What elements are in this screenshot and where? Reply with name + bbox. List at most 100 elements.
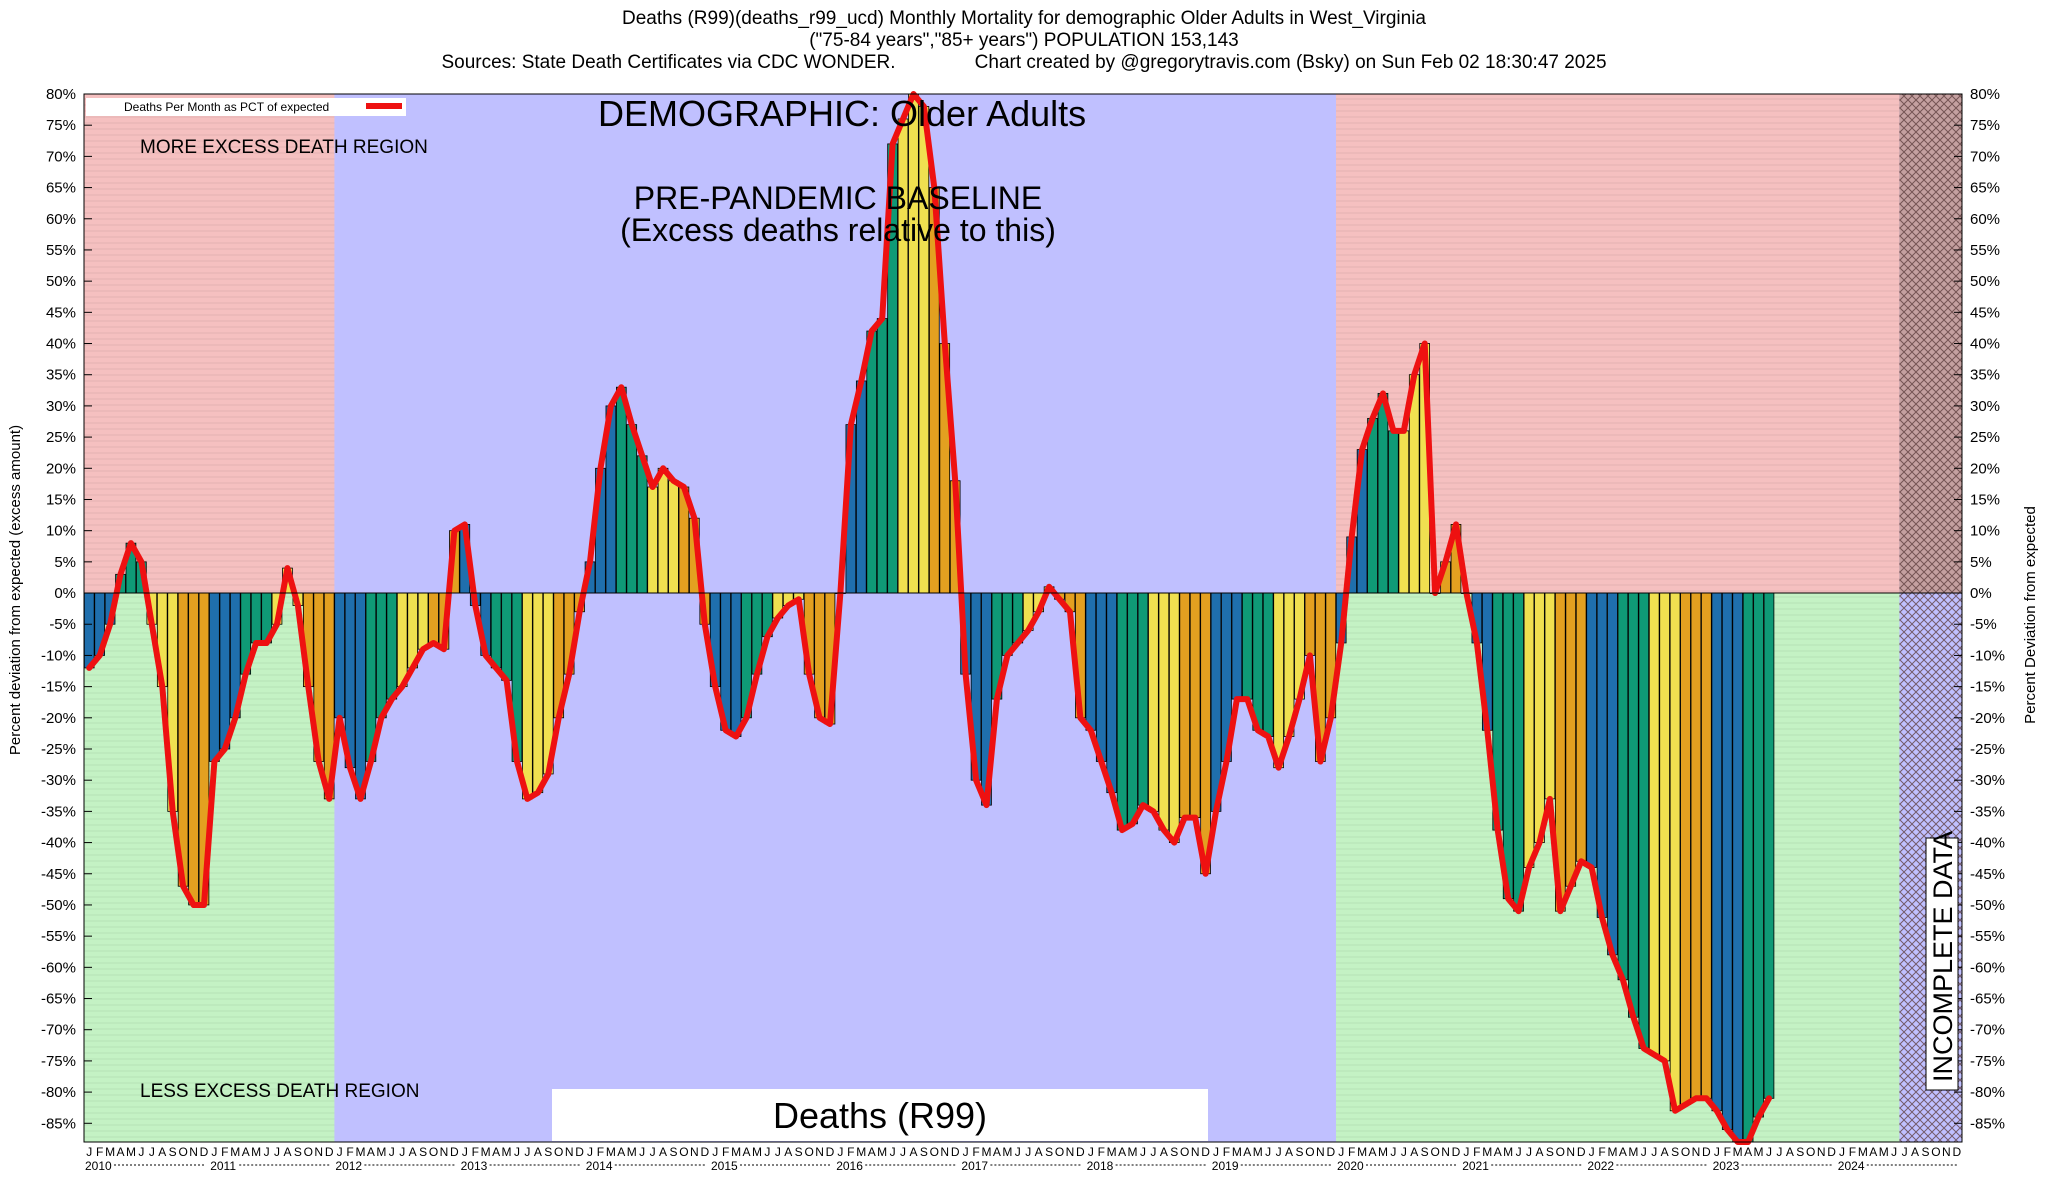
y-tick-label-right: -80% xyxy=(1970,1084,2005,1101)
y-tick-label-right: -85% xyxy=(1970,1115,2005,1132)
bar xyxy=(1273,592,1284,769)
y-tick-label-left: 10% xyxy=(46,523,76,540)
x-month-label: O xyxy=(429,1145,438,1159)
x-month-label: J xyxy=(837,1145,843,1159)
y-tick-label-right: -70% xyxy=(1970,1022,2005,1039)
x-month-label: F xyxy=(96,1145,103,1159)
x-month-label: J xyxy=(399,1145,405,1159)
x-month-label: N xyxy=(565,1145,574,1159)
x-month-label: J xyxy=(764,1145,770,1159)
y-tick-label-right: -60% xyxy=(1970,959,2005,976)
x-month-label: J xyxy=(1839,1145,1845,1159)
x-month-label: A xyxy=(617,1145,625,1159)
bar xyxy=(522,592,533,800)
x-month-label: A xyxy=(534,1145,542,1159)
x-month-label: J xyxy=(890,1145,896,1159)
bar xyxy=(1002,592,1013,656)
y-tick-label-left: -45% xyxy=(41,866,76,883)
x-month-label: J xyxy=(86,1145,92,1159)
y-tick-label-left: -50% xyxy=(41,897,76,914)
x-year-label: 2016 xyxy=(836,1159,863,1173)
x-month-label: M xyxy=(1128,1145,1138,1159)
chart-title-line-1: Deaths (R99)(deaths_r99_ucd) Monthly Mor… xyxy=(621,8,1426,29)
bar xyxy=(1398,430,1410,594)
bar xyxy=(1669,592,1681,1112)
bar xyxy=(647,486,658,594)
y-tick-label-left: 15% xyxy=(46,491,76,508)
bar xyxy=(1565,592,1577,887)
bar xyxy=(219,592,231,750)
more-excess-region-label: MORE EXCESS DEATH REGION xyxy=(140,137,428,158)
y-tick-label-left: 5% xyxy=(54,554,76,571)
x-month-label: A xyxy=(1661,1145,1669,1159)
x-month-label: A xyxy=(242,1145,250,1159)
x-month-label: N xyxy=(1316,1145,1325,1159)
x-month-label: A xyxy=(283,1145,291,1159)
x-month-label: D xyxy=(1702,1145,1711,1159)
x-month-label: M xyxy=(1253,1145,1263,1159)
x-month-label: D xyxy=(1827,1145,1836,1159)
x-year-label: 2019 xyxy=(1212,1159,1239,1173)
x-month-label: S xyxy=(920,1145,928,1159)
x-month-label: S xyxy=(1295,1145,1303,1159)
x-month-label: J xyxy=(211,1145,217,1159)
bar xyxy=(209,592,220,762)
x-month-label: N xyxy=(189,1145,198,1159)
x-month-label: A xyxy=(868,1145,876,1159)
bar xyxy=(866,330,878,594)
x-month-label: S xyxy=(669,1145,677,1159)
bar xyxy=(1575,592,1587,862)
x-month-label: M xyxy=(752,1145,762,1159)
bar xyxy=(250,592,262,644)
x-month-label: J xyxy=(389,1145,395,1159)
bar xyxy=(1763,592,1775,1099)
y-tick-label-right: -55% xyxy=(1970,928,2005,945)
bar xyxy=(376,592,387,719)
y-tick-label-right: 15% xyxy=(1970,491,2000,508)
deviation-line-path xyxy=(86,91,1772,1145)
x-month-label: S xyxy=(294,1145,302,1159)
y-tick-label-left: 80% xyxy=(46,86,76,103)
y-tick-label-right: 50% xyxy=(1970,273,2000,290)
x-month-label: S xyxy=(1170,1145,1178,1159)
x-month-label: O xyxy=(930,1145,939,1159)
x-month-label: N xyxy=(1942,1145,1951,1159)
bar xyxy=(1158,592,1170,831)
y-tick-label-left: 60% xyxy=(46,211,76,228)
x-month-label: J xyxy=(138,1145,144,1159)
bar xyxy=(1189,592,1201,819)
x-month-label: M xyxy=(1357,1145,1367,1159)
x-year-label: 2015 xyxy=(711,1159,738,1173)
bar xyxy=(1659,592,1670,1062)
bar xyxy=(1617,592,1629,981)
x-month-label: M xyxy=(731,1145,741,1159)
x-month-label: J xyxy=(524,1145,530,1159)
baseline-label-1: PRE-PANDEMIC BASELINE xyxy=(634,180,1042,216)
x-month-label: M xyxy=(126,1145,136,1159)
x-month-label: D xyxy=(951,1145,960,1159)
x-month-label: N xyxy=(1066,1145,1075,1159)
x-month-label: F xyxy=(1473,1145,1480,1159)
plot-frame xyxy=(83,93,1963,1143)
x-month-label: N xyxy=(314,1145,323,1159)
x-month-label: J xyxy=(1213,1145,1219,1159)
incomplete-data-label: INCOMPLETE DATA xyxy=(1928,831,1958,1082)
x-month-label: D xyxy=(200,1145,209,1159)
x-month-label: A xyxy=(784,1145,792,1159)
x-month-label: M xyxy=(606,1145,616,1159)
x-month-label: M xyxy=(856,1145,866,1159)
x-month-label: D xyxy=(1201,1145,1210,1159)
x-month-label: M xyxy=(1482,1145,1492,1159)
x-month-label: M xyxy=(376,1145,386,1159)
y-tick-label-right: -5% xyxy=(1970,616,1997,633)
bar xyxy=(1116,592,1128,831)
bar xyxy=(1200,592,1211,875)
x-month-label: D xyxy=(1452,1145,1461,1159)
x-month-label: O xyxy=(1556,1145,1565,1159)
y-tick-label-right: -65% xyxy=(1970,991,2005,1008)
bar xyxy=(1095,592,1107,762)
x-month-label: M xyxy=(1378,1145,1388,1159)
x-month-label: J xyxy=(1150,1145,1156,1159)
x-month-label: D xyxy=(450,1145,459,1159)
x-year-label: 2011 xyxy=(210,1159,236,1173)
